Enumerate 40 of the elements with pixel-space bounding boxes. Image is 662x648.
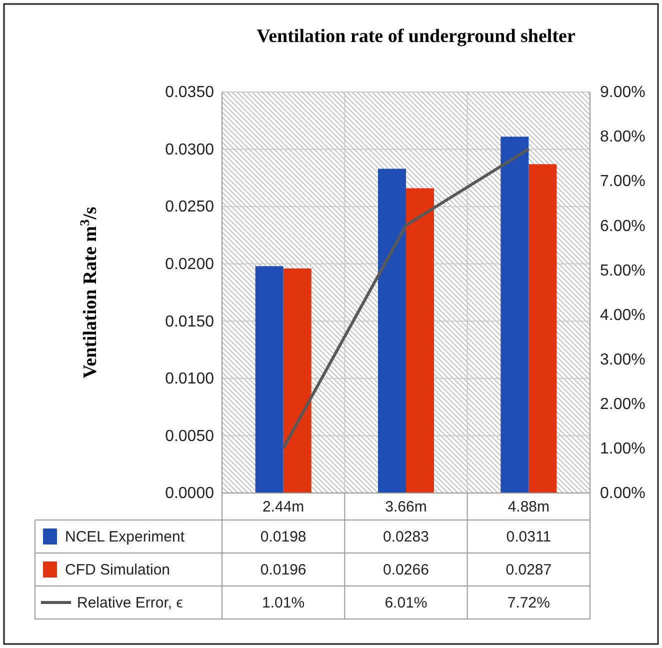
y2-tick-label: 2.00% (600, 396, 646, 414)
y2-tick-label: 0.00% (600, 485, 646, 502)
data-label: 6.01% (384, 594, 428, 612)
y-tick-label: 0.0350 (165, 84, 214, 102)
legend-label: Relative Error, ϵ (77, 594, 184, 612)
bar (255, 266, 284, 493)
bar (406, 188, 434, 493)
data-label: 0.0287 (506, 562, 552, 578)
data-label: 0.0196 (260, 562, 306, 578)
legend-label: NCEL Experiment (65, 528, 186, 546)
bar (500, 136, 529, 493)
legend-label: CFD Simulation (65, 562, 170, 578)
y-tick-label: 0.0200 (165, 256, 214, 273)
bar (528, 164, 557, 493)
y2-tick-label: 5.00% (600, 262, 646, 280)
data-label: 0.0266 (383, 562, 429, 578)
y-tick-label: 0.0000 (165, 485, 214, 502)
data-label: 0.0198 (260, 528, 306, 546)
data-label: 7.72% (507, 594, 550, 612)
y2-tick-label: 7.00% (600, 173, 646, 190)
x-tick-label: 3.66m (385, 498, 427, 516)
data-label: 1.01% (262, 594, 305, 612)
bar (378, 168, 406, 493)
y-tick-label: 0.0150 (165, 313, 214, 330)
bar (283, 268, 312, 493)
y-tick-label: 0.0300 (165, 141, 214, 158)
y2-tick-label: 4.00% (600, 306, 646, 324)
y-tick-label: 0.0050 (165, 428, 214, 445)
x-tick-label: 2.44m (262, 498, 304, 516)
y2-tick-label: 1.00% (600, 440, 646, 458)
y2-tick-label: 3.00% (600, 351, 646, 368)
y-tick-label: 0.0100 (165, 370, 214, 388)
y2-tick-label: 6.00% (600, 218, 646, 235)
data-label: 0.0311 (506, 528, 552, 546)
x-tick-label: 4.88m (508, 498, 550, 516)
y-tick-label: 0.0250 (165, 198, 214, 216)
y2-tick-label: 8.00% (600, 128, 646, 146)
y2-tick-label: 9.00% (600, 84, 646, 102)
data-label: 0.0283 (383, 528, 429, 546)
chart-title: Ventilation rate of underground shelter (256, 26, 576, 47)
